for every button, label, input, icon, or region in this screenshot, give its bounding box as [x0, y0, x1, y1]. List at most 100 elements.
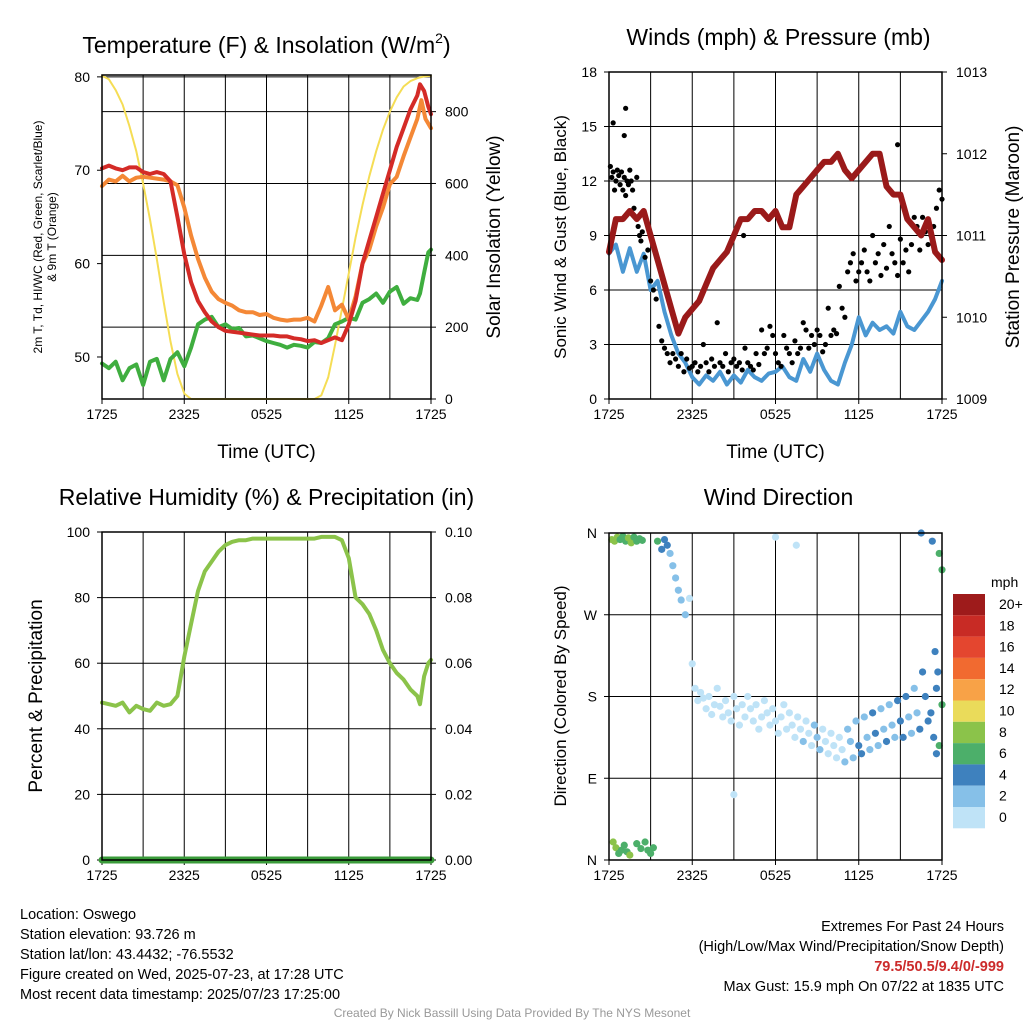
gust-point — [764, 345, 770, 351]
gust-point — [786, 350, 792, 357]
gust-point — [620, 187, 626, 193]
gust-point — [917, 247, 923, 253]
gust-point — [795, 350, 801, 357]
wind-direction-point — [905, 713, 913, 721]
gust-point — [678, 350, 684, 357]
y-tick-label: N — [587, 852, 597, 868]
wind-direction-point — [894, 696, 902, 705]
wind-direction-point — [910, 684, 918, 692]
wind-direction-point — [857, 750, 866, 758]
wind-direction-point — [896, 717, 904, 725]
y-tick-label: 9 — [589, 228, 597, 244]
wind-direction-point — [780, 701, 788, 709]
wind-direction-point — [638, 536, 646, 544]
colorbar-label: 14 — [999, 660, 1015, 676]
wind-direction-point — [932, 684, 941, 692]
gust-point — [636, 232, 643, 239]
station-latlon: Station lat/lon: 43.4432; -76.5532 — [20, 947, 234, 963]
wind-direction-point — [874, 741, 882, 750]
y-tick-label: 70 — [74, 162, 90, 178]
gust-point — [720, 363, 726, 369]
gust-point — [611, 187, 618, 193]
y-tick-label: 60 — [74, 256, 90, 272]
wind-direction-point — [735, 721, 744, 729]
pressure-line — [606, 150, 945, 337]
wind-direction-point — [785, 709, 793, 717]
y2-tick-label: 1009 — [956, 391, 987, 407]
wind-direction-point — [852, 717, 860, 725]
wind-direction-point — [899, 733, 907, 741]
y-tick-label: 12 — [581, 173, 597, 189]
wind-y-axis-label: Sonic Wind & Gust (Blue, Black) — [551, 115, 570, 359]
wind-direction-point — [663, 541, 671, 549]
gust-point — [750, 367, 756, 373]
solar-line — [101, 74, 432, 400]
gust-point — [627, 167, 633, 173]
x-tick-label: 2325 — [677, 406, 708, 422]
wind-direction-point — [749, 717, 757, 725]
gust-point — [814, 327, 820, 333]
y2-tick-label: 800 — [445, 104, 469, 120]
gust-point — [728, 360, 734, 366]
wind-direction-point — [928, 537, 936, 545]
wind-direction-point — [752, 701, 760, 709]
gust-point — [906, 269, 912, 275]
gust-point — [797, 345, 804, 351]
gust-point — [822, 341, 829, 348]
x-tick-label: 1725 — [593, 406, 624, 422]
y-tick-label: 6 — [589, 282, 597, 298]
x-tick-label: 1125 — [844, 867, 874, 883]
gust-point — [878, 272, 884, 279]
x-tick-label: 1125 — [334, 867, 364, 883]
gust-point — [670, 350, 676, 357]
gust-point — [747, 363, 754, 369]
y2-tick-label: 0.08 — [445, 590, 472, 606]
wind-direction-point — [921, 692, 929, 701]
gust-point — [684, 356, 690, 362]
gust-point — [875, 251, 881, 257]
gust-point — [692, 360, 698, 366]
gust-point — [664, 350, 670, 357]
gust-point — [933, 205, 940, 211]
x-tick-label: 0525 — [251, 867, 282, 883]
wind-direction-point — [882, 737, 891, 746]
wind-direction-point — [827, 729, 835, 737]
gust-point — [618, 169, 625, 175]
y-tick-label: 60 — [74, 655, 90, 671]
y2-tick-label: 1010 — [956, 309, 987, 325]
colorbar-label: 2 — [999, 788, 1007, 804]
wind-direction-point — [741, 713, 749, 721]
x-tick-label: 0525 — [760, 406, 791, 422]
gust-point — [736, 360, 743, 366]
y2-tick-label: 1012 — [956, 146, 987, 162]
gust-point — [767, 323, 773, 329]
colorbar-swatch — [953, 679, 985, 701]
wind-direction-point — [744, 692, 752, 701]
wind-direction-point — [932, 750, 941, 758]
gust-point — [828, 332, 834, 339]
wind-direction-point — [733, 705, 741, 713]
rh-y-axis-label: Percent & Precipitation — [26, 599, 47, 792]
gust-point — [614, 167, 620, 173]
colorbar-label: 16 — [999, 639, 1015, 655]
colorbar-swatch — [953, 700, 985, 722]
gust-point — [811, 341, 817, 348]
y-tick-label: E — [588, 770, 597, 786]
gust-point — [858, 260, 865, 266]
rh-line — [100, 534, 433, 715]
x-tick-label: 1125 — [844, 406, 874, 422]
wind-direction-point — [708, 710, 716, 719]
y-tick-label: 50 — [74, 349, 90, 365]
x-tick-label: 1725 — [926, 406, 957, 422]
wind-direction-point — [766, 721, 774, 729]
wind-direction-point — [771, 533, 780, 541]
gust-point — [621, 174, 627, 180]
y2-tick-label: 0 — [445, 391, 453, 407]
gust-point — [706, 369, 712, 375]
gust-point — [784, 345, 790, 351]
wind-direction-point — [871, 729, 880, 737]
temp-chart-title: Temperature (F) & Insolation (W/m2) — [82, 30, 450, 58]
x-tick-label: 0525 — [760, 867, 791, 883]
wind-direction-point — [863, 733, 871, 741]
